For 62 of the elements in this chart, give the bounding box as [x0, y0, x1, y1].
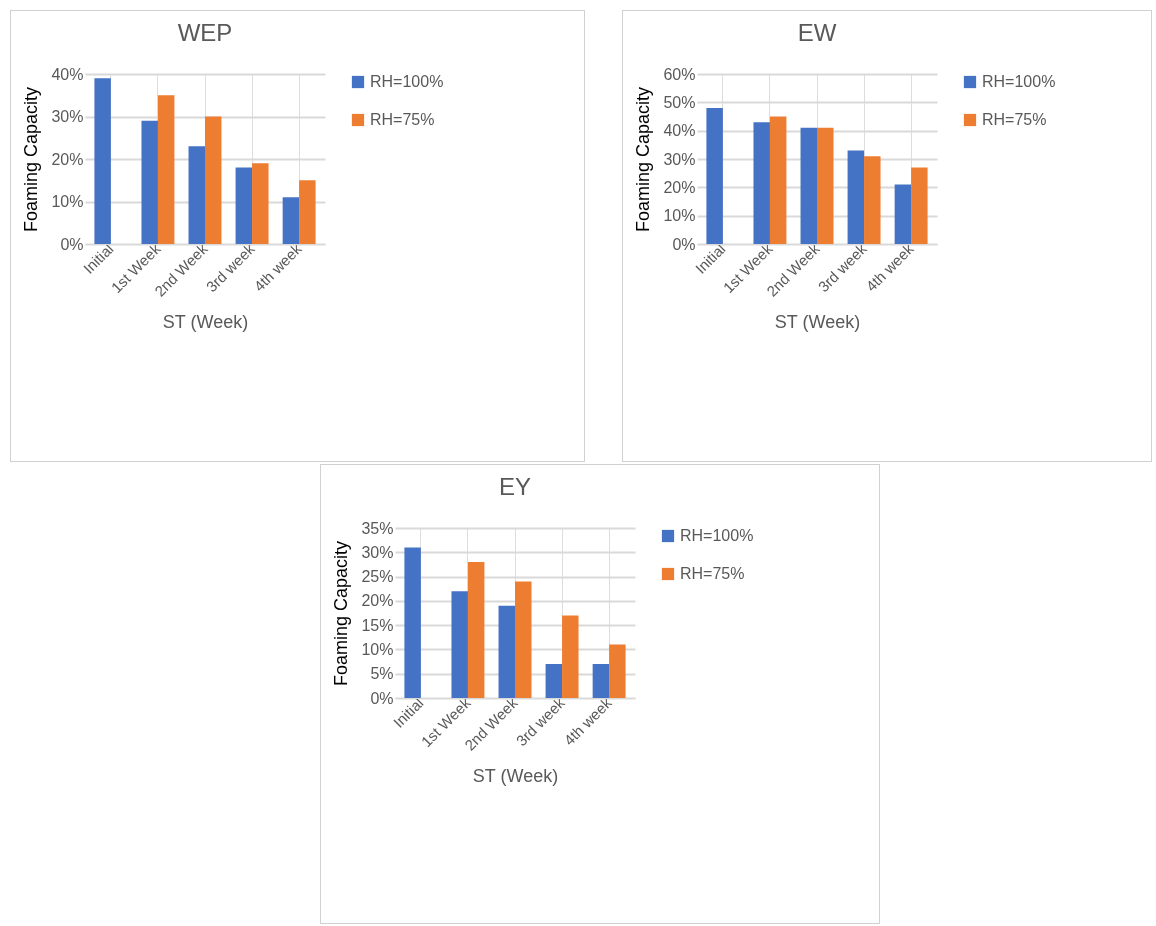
- y-tick-label: 20%: [361, 592, 394, 610]
- y-axis-title: Foaming Capacity: [331, 540, 352, 687]
- bar: [894, 184, 912, 244]
- bar: [592, 664, 610, 698]
- y-tick-label: 40%: [51, 65, 84, 83]
- bar: [141, 120, 158, 244]
- y-tick-label: 30%: [51, 108, 84, 125]
- y-tick-label: 30%: [663, 150, 696, 168]
- chart-title: EY: [498, 473, 532, 500]
- y-axis-title: Foaming Capacity: [633, 86, 654, 233]
- bar: [562, 615, 579, 698]
- chart-title: WEP: [177, 19, 233, 46]
- bar: [282, 197, 300, 244]
- y-tick-label: 20%: [663, 178, 696, 196]
- legend-label: RH=75%: [680, 565, 745, 582]
- bar: [706, 108, 723, 244]
- y-tick-label: 50%: [663, 93, 696, 111]
- y-tick-label: 15%: [361, 616, 394, 634]
- bar: [769, 116, 787, 244]
- y-tick-label: 10%: [51, 193, 84, 210]
- bar: [157, 95, 175, 244]
- y-tick-label: 20%: [51, 150, 84, 168]
- bar: [235, 167, 253, 244]
- legend-label: RH=75%: [982, 111, 1047, 128]
- y-tick-label: 25%: [361, 568, 394, 586]
- y-axis-title: Foaming Capacity: [21, 86, 42, 233]
- bar: [467, 562, 485, 698]
- legend-label: RH=100%: [370, 73, 444, 90]
- legend-label: RH=75%: [370, 111, 435, 128]
- bar: [864, 156, 881, 244]
- bar: [911, 167, 928, 244]
- bar: [800, 127, 817, 244]
- y-tick-label: 30%: [361, 543, 394, 561]
- chart-title: EW: [797, 19, 837, 46]
- legend-label: RH=100%: [982, 73, 1056, 90]
- bar: [498, 605, 515, 698]
- x-axis-title: ST (Week): [774, 311, 861, 332]
- bar: [817, 127, 834, 244]
- y-tick-label: 10%: [663, 207, 696, 225]
- bar: [753, 122, 770, 244]
- y-tick-label: 40%: [663, 122, 696, 140]
- y-tick-label: 5%: [370, 665, 394, 683]
- bar: [609, 644, 626, 698]
- bar: [515, 581, 532, 698]
- x-axis-title: ST (Week): [162, 311, 249, 332]
- bar: [94, 78, 111, 244]
- y-tick-label: 10%: [361, 640, 394, 658]
- y-tick-label: 0%: [60, 235, 84, 253]
- bar: [404, 547, 421, 698]
- y-tick-label: 0%: [672, 235, 696, 253]
- y-tick-label: 0%: [370, 689, 394, 707]
- bar: [252, 163, 269, 244]
- x-axis-title: ST (Week): [472, 765, 559, 786]
- bar: [299, 180, 316, 244]
- bar: [847, 150, 865, 244]
- y-tick-label: 60%: [663, 65, 696, 83]
- bar: [188, 146, 205, 244]
- bar: [205, 116, 222, 244]
- legend-label: RH=100%: [680, 527, 754, 544]
- bar: [451, 591, 468, 698]
- y-tick-label: 35%: [361, 519, 394, 537]
- bar: [545, 664, 563, 698]
